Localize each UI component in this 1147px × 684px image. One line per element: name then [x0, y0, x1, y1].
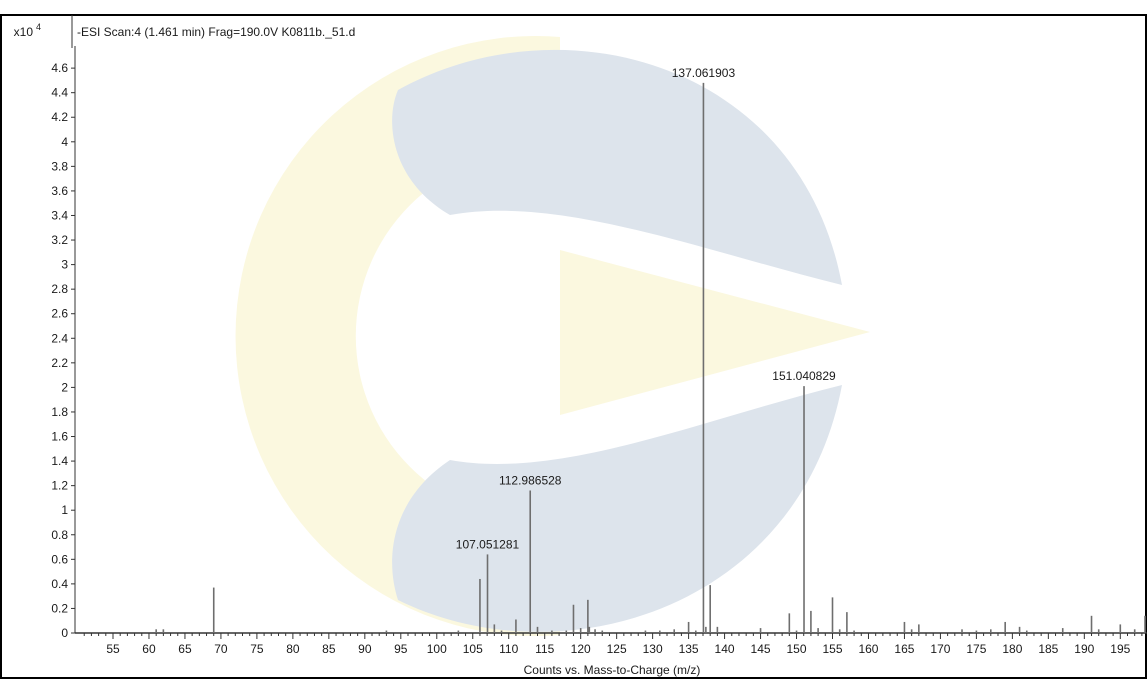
peak-label: 151.040829 [772, 369, 836, 383]
peak-label: 137.061903 [672, 66, 736, 80]
y-tick-label: 0 [61, 626, 68, 640]
y-tick-label: 1 [61, 503, 68, 517]
x-tick-label: 130 [643, 642, 663, 656]
x-axis-label: Counts vs. Mass-to-Charge (m/z) [524, 663, 701, 677]
x-tick-label: 55 [106, 642, 120, 656]
y-tick-label: 2.6 [51, 307, 68, 321]
x-tick-label: 150 [787, 642, 807, 656]
x-tick-label: 175 [966, 642, 986, 656]
y-multiplier-exponent: 4 [36, 22, 41, 32]
x-tick-label: 95 [394, 642, 408, 656]
x-tick-label: 80 [286, 642, 300, 656]
y-tick-label: 0.8 [51, 528, 68, 542]
watermark-blue-arc-top [392, 49, 842, 286]
y-tick-label: 3.4 [51, 208, 68, 222]
x-tick-label: 155 [822, 642, 842, 656]
y-tick-label: 2.8 [51, 282, 68, 296]
y-tick-label: 0.6 [51, 552, 68, 566]
x-tick-label: 60 [142, 642, 156, 656]
y-tick-label: 0.2 [51, 601, 68, 615]
y-multiplier-label: x10 [14, 25, 34, 39]
watermark-blue-arc-bottom [392, 385, 842, 632]
x-tick-label: 135 [679, 642, 699, 656]
peak-label: 107.051281 [456, 537, 520, 551]
x-tick-label: 195 [1110, 642, 1130, 656]
x-tick-label: 110 [499, 642, 518, 656]
x-tick-label: 120 [571, 642, 591, 656]
x-ticks: 55 60 65 70 75 80 85 90 95 100 105 110 115 120 125 130 1… [83, 633, 1143, 656]
y-tick-label: 3.2 [51, 233, 68, 247]
y-tick-label: 1.6 [51, 430, 68, 444]
y-tick-label: 0.4 [51, 577, 68, 591]
x-tick-label: 180 [1002, 642, 1022, 656]
peaks [155, 82, 1146, 633]
y-tick-label: 4.2 [51, 110, 68, 124]
peak-label: 112.986528 [499, 474, 562, 488]
x-tick-label: 85 [322, 642, 336, 656]
y-tick-label: 4.4 [51, 86, 68, 100]
x-tick-label: 140 [715, 642, 735, 656]
y-tick-label: 2.2 [51, 356, 68, 370]
x-tick-label: 75 [250, 642, 264, 656]
watermark-logo [235, 36, 870, 637]
x-tick-label: 190 [1074, 642, 1094, 656]
watermark-yellow-arc [235, 36, 560, 637]
y-tick-label: 1.8 [51, 405, 68, 419]
y-tick-label: 4.6 [51, 61, 68, 75]
y-tick-label: 2.4 [51, 331, 68, 345]
x-tick-label: 165 [894, 642, 914, 656]
chart-title: -ESI Scan:4 (1.461 min) Frag=190.0V K081… [77, 25, 355, 39]
x-tick-label: 105 [463, 642, 483, 656]
y-tick-label: 1.2 [51, 479, 68, 493]
x-tick-label: 90 [358, 642, 372, 656]
y-tick-label: 4 [61, 135, 68, 149]
x-tick-label: 125 [607, 642, 627, 656]
y-tick-label: 3.8 [51, 159, 68, 173]
outer-frame [0, 14, 1147, 679]
x-tick-label: 100 [427, 642, 447, 656]
x-tick-label: 160 [858, 642, 878, 656]
x-tick-label: 145 [751, 642, 771, 656]
x-tick-label: 115 [535, 642, 554, 656]
peak-labels: 107.051281 112.986528 137.061903 151.040829 [456, 66, 836, 552]
watermark-yellow-wedge [560, 250, 870, 415]
y-tick-label: 2 [61, 380, 68, 394]
y-tick-label: 3.6 [51, 184, 68, 198]
x-tick-label: 170 [930, 642, 950, 656]
y-tick-label: 3 [61, 258, 68, 272]
x-tick-label: 185 [1038, 642, 1058, 656]
y-tick-label: 1.4 [51, 454, 68, 468]
header-strip [0, 0, 1147, 14]
y-ticks: 0 0.2 0.4 0.6 0.8 1 1.2 1.4 1.6 1.8 2 2.2 2.4 2.6 2.8 3… [51, 61, 75, 640]
x-tick-label: 65 [178, 642, 192, 656]
x-tick-label: 70 [214, 642, 228, 656]
